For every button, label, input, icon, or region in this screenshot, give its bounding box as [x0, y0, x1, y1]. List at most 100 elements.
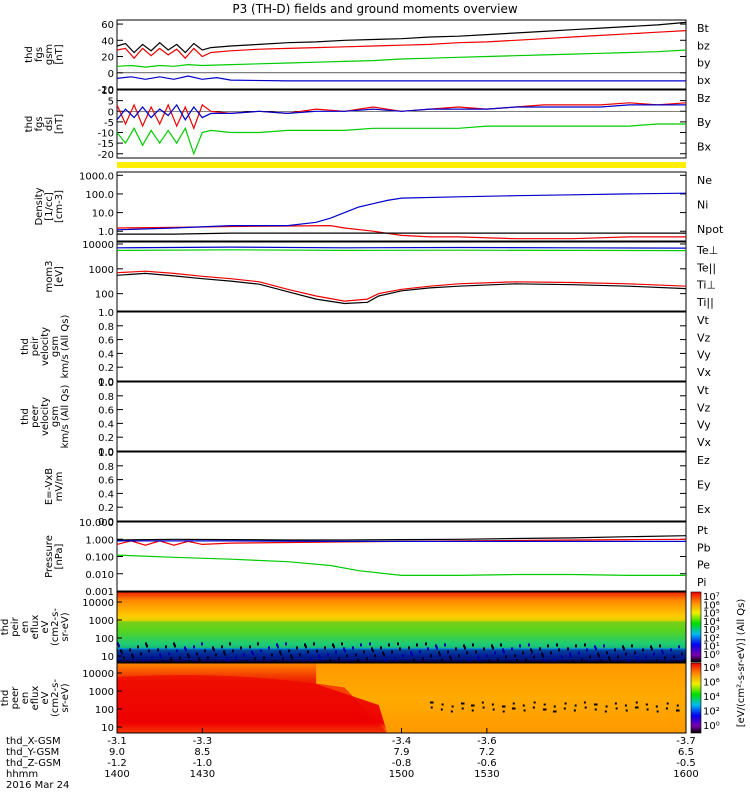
spectrogram-speck — [570, 654, 572, 658]
ytick-label: 0.0 — [98, 377, 114, 388]
legend-Pt: Pt — [697, 524, 709, 537]
ylabel-line: thd — [24, 116, 35, 133]
xaxis-row-label: hhmm — [6, 769, 38, 780]
spectrogram-speck — [450, 657, 452, 661]
ytick-label: 10 — [101, 723, 114, 734]
spectrogram-speck — [501, 705, 504, 708]
xaxis-row-value: 6.5 — [678, 747, 694, 758]
spectrogram-speck — [271, 653, 273, 657]
ylabel-line: peir — [10, 616, 21, 636]
ytick-label: 10000 — [82, 240, 114, 251]
legend-Vz: Vz — [697, 331, 711, 344]
spectrogram-speck — [586, 648, 588, 652]
legend-Te⊥: Te⊥ — [696, 244, 718, 257]
series-line-Npot — [116, 192, 687, 231]
spectrogram-speck — [279, 650, 281, 654]
spectrogram-speck — [438, 651, 440, 655]
series-line-Pi — [117, 540, 686, 543]
spectrogram-speck — [469, 658, 471, 662]
spectrogram-speck — [472, 643, 474, 647]
spectrogram-speck — [532, 706, 535, 709]
ytick-label: 60 — [101, 20, 114, 31]
ytick-label: 0.6 — [98, 406, 114, 417]
spectrogram-speck — [360, 643, 362, 647]
spectrogram-speck — [435, 644, 437, 648]
spectrogram-speck — [369, 642, 371, 646]
spectrogram-speck — [556, 643, 558, 647]
spectrogram-speck — [653, 652, 655, 656]
spectrogram-speck — [431, 701, 434, 704]
ytick-label: -20 — [98, 150, 114, 161]
spectrogram-speck — [458, 654, 460, 658]
ytick-label: 0.2 — [98, 363, 114, 374]
ylabel-line: dsl — [44, 117, 55, 131]
spectrogram-speck — [642, 648, 644, 652]
spectrogram-speck — [196, 652, 198, 656]
spectrogram-speck — [573, 709, 576, 712]
spectrogram-speck — [380, 646, 382, 650]
spectrogram-speck — [503, 705, 506, 708]
spectrogram-speck — [187, 653, 189, 657]
ytick-label: 10000 — [82, 669, 114, 680]
spectrogram-speck — [656, 710, 659, 713]
panel-frame — [116, 241, 687, 312]
spectrogram-speck — [561, 655, 563, 659]
xaxis-date: 2016 Mar 24 — [6, 780, 69, 791]
spectrogram-speck — [198, 657, 200, 661]
series-line-Ti|| — [116, 249, 687, 252]
ytick-label: 1000 — [89, 265, 114, 276]
spectrogram-speck — [664, 656, 666, 660]
spectrogram-speck — [471, 709, 474, 712]
ylabel-line: km/s (All Qs) — [60, 315, 71, 379]
spectrogram-speck — [416, 643, 418, 647]
ylabel-line: eV — [40, 620, 51, 633]
ylabel-line: velocity — [40, 327, 51, 366]
xaxis-row-value: 9.0 — [109, 747, 125, 758]
spectrogram-speck — [179, 656, 181, 660]
spectrogram-speck — [277, 645, 279, 649]
spectrogram-speck — [355, 653, 357, 657]
spectrogram-speck — [310, 657, 312, 661]
spectrogram-speck — [251, 650, 253, 654]
ytick-label: 10.0 — [92, 209, 114, 220]
spectrogram-speck — [511, 707, 514, 710]
colorbar-label: 10⁶ — [703, 678, 720, 689]
series-line-Te⊥ — [116, 270, 687, 302]
spectrogram-speck — [636, 706, 639, 709]
ytick-label: 1.0 — [98, 378, 114, 389]
ytick-label: 0 — [108, 107, 114, 118]
spectrogram-speck — [563, 707, 566, 710]
ytick-label: 0.2 — [98, 503, 114, 514]
spectrogram-speck — [140, 652, 142, 656]
ytick-label: 0.4 — [98, 349, 114, 360]
spectrogram-speck — [429, 701, 432, 704]
spectrogram-speck — [291, 656, 293, 660]
spectrogram-speck — [466, 651, 468, 655]
ytick-label: 0.4 — [98, 419, 114, 430]
spectrogram-speck — [221, 645, 223, 649]
spectrogram-speck — [606, 651, 608, 655]
ytick-label: 0.4 — [98, 489, 114, 500]
spectrogram-speck — [547, 644, 549, 648]
legend-Bz: Bz — [697, 92, 711, 105]
ytick-label: 1000 — [89, 687, 114, 698]
spectrogram-speck — [472, 704, 475, 707]
spectrogram-speck — [492, 646, 494, 650]
legend-Vx: Vx — [697, 366, 712, 379]
ylabel-line: thd — [20, 338, 31, 355]
spectrogram-speck — [229, 642, 231, 646]
ylabel-line: sr-eV) — [60, 683, 71, 712]
ylabel-line: [1/cc] — [44, 192, 55, 221]
spectrogram-speck — [313, 642, 315, 646]
legend-Npot: Npot — [697, 223, 724, 236]
spectrogram-speck — [636, 656, 638, 660]
ytick-label: 0.8 — [98, 462, 114, 473]
ylabel-line: thd — [24, 46, 35, 63]
ytick-label: 1000.0 — [79, 171, 114, 182]
ylabel-line: [nT] — [54, 114, 65, 134]
quality-flag-bar — [117, 162, 686, 168]
spectrogram-speck — [410, 651, 412, 655]
ytick-label: 100.0 — [85, 190, 114, 201]
spectrogram-speck — [185, 648, 187, 652]
ytick-label: 0.0 — [98, 447, 114, 458]
